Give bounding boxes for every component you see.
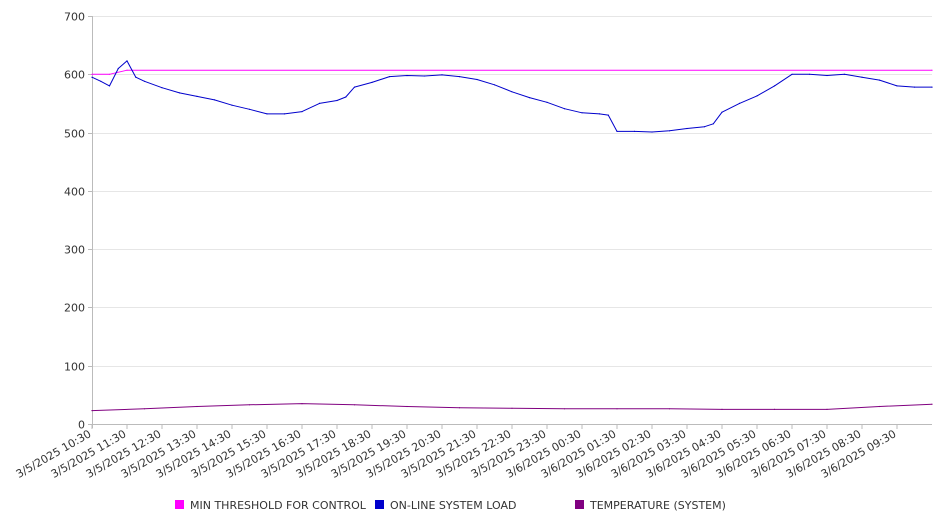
- data-point: [336, 99, 338, 102]
- data-point: [178, 92, 181, 94]
- data-point: [406, 405, 408, 408]
- data-point: [878, 405, 881, 408]
- grid-lines: [92, 16, 932, 425]
- data-point: [126, 69, 128, 71]
- data-point: [126, 60, 128, 62]
- data-point: [108, 73, 111, 75]
- data-point: [878, 79, 881, 81]
- data-point: [931, 69, 933, 71]
- data-point: [248, 404, 251, 406]
- data-point: [161, 87, 163, 89]
- data-point: [318, 102, 321, 104]
- x-axis: 3/5/2025 10:303/5/2025 11:303/5/2025 12:…: [14, 424, 932, 481]
- y-tick-label: 300: [64, 244, 85, 257]
- data-point: [511, 91, 513, 93]
- y-tick-label: 200: [64, 302, 85, 315]
- data-point: [686, 127, 688, 130]
- data-point: [91, 76, 93, 78]
- data-point: [266, 113, 268, 115]
- data-point: [388, 76, 391, 78]
- data-point: [651, 131, 653, 133]
- data-point: [476, 78, 478, 81]
- data-point: [616, 408, 618, 410]
- data-point: [808, 73, 811, 75]
- data-point: [563, 408, 566, 410]
- data-point: [563, 108, 566, 110]
- data-point: [108, 85, 111, 87]
- data-point: [196, 405, 198, 408]
- data-point: [231, 104, 233, 106]
- y-tick-label: 100: [64, 361, 85, 374]
- data-point: [528, 97, 531, 99]
- data-point: [283, 113, 286, 115]
- legend: MIN THRESHOLD FOR CONTROL ON-LINE SYSTEM …: [175, 499, 726, 512]
- legend-label: TEMPERATURE (SYSTEM): [589, 499, 726, 512]
- data-point: [406, 74, 408, 77]
- data-point: [738, 102, 741, 104]
- data-point: [931, 86, 933, 88]
- data-point: [117, 67, 119, 70]
- temperature-line: [91, 403, 933, 412]
- data-point: [826, 74, 828, 77]
- min-threshold-line: [92, 69, 932, 75]
- legend-swatch: [575, 500, 584, 509]
- data-point: [458, 76, 461, 78]
- data-point: [703, 126, 706, 128]
- data-point: [353, 404, 356, 406]
- data-point: [546, 101, 548, 103]
- legend-swatch: [375, 500, 384, 509]
- data-point: [371, 81, 373, 83]
- data-point: [91, 410, 93, 412]
- data-point: [213, 99, 216, 101]
- data-point: [668, 130, 671, 132]
- data-point: [607, 114, 609, 116]
- data-point: [301, 111, 303, 113]
- legend-label: ON-LINE SYSTEM LOAD: [390, 499, 516, 512]
- y-tick-label: 500: [64, 128, 85, 141]
- legend-label: MIN THRESHOLD FOR CONTROL: [190, 499, 367, 512]
- data-point: [423, 75, 426, 77]
- data-point: [135, 76, 137, 78]
- y-axis: 0 100 200 300 400 500 600 700: [64, 11, 93, 432]
- y-tick-label: 400: [64, 186, 85, 199]
- data-point: [441, 74, 443, 76]
- data-point: [861, 76, 863, 78]
- data-point: [826, 408, 828, 410]
- data-point: [773, 408, 776, 410]
- data-point: [301, 403, 303, 405]
- data-point: [143, 408, 146, 410]
- data-point: [493, 84, 496, 86]
- data-point: [843, 73, 846, 75]
- data-point: [633, 130, 636, 132]
- data-point: [712, 123, 714, 125]
- data-point: [345, 96, 347, 98]
- data-point: [458, 407, 461, 409]
- y-tick-label: 700: [64, 11, 85, 24]
- plot-area: [91, 60, 933, 412]
- data-point: [91, 73, 93, 75]
- data-point: [143, 80, 146, 82]
- data-point: [581, 112, 583, 114]
- data-point: [353, 86, 356, 88]
- system-load-line: [91, 60, 932, 133]
- data-point: [196, 95, 198, 97]
- data-point: [756, 95, 758, 97]
- data-point: [931, 403, 933, 405]
- y-tick-label: 0: [78, 419, 85, 432]
- y-tick-label: 600: [64, 69, 85, 82]
- data-point: [100, 80, 102, 82]
- data-point: [791, 73, 793, 75]
- data-point: [721, 111, 723, 113]
- data-point: [721, 408, 723, 410]
- data-point: [616, 130, 618, 132]
- data-point: [896, 85, 898, 87]
- data-point: [668, 408, 671, 410]
- legend-swatch: [175, 500, 184, 509]
- data-point: [913, 86, 916, 88]
- data-point: [598, 113, 601, 115]
- data-point: [248, 108, 251, 110]
- data-point: [511, 407, 513, 409]
- data-point: [773, 85, 776, 87]
